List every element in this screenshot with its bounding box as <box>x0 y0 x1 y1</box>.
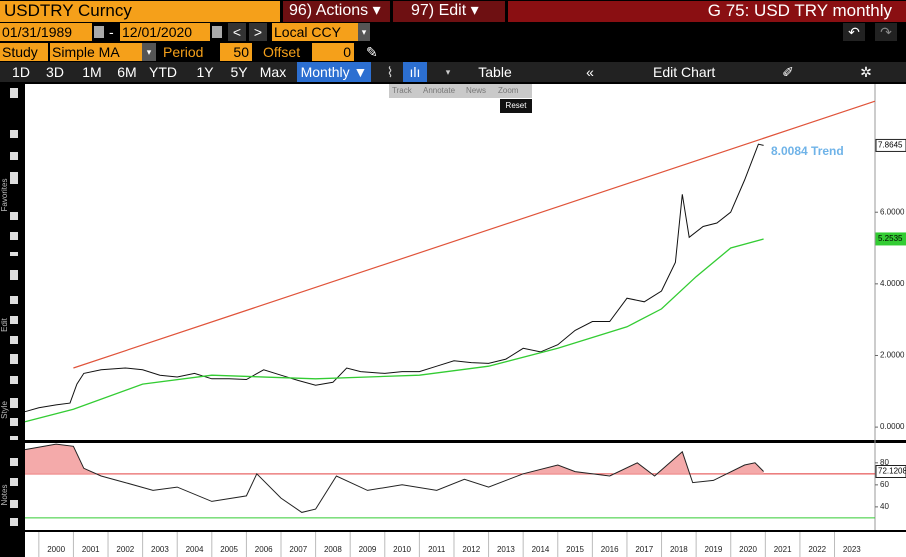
trendline <box>73 100 876 369</box>
y-tick-label: 0.0000 <box>880 422 905 431</box>
x-tick-label: 2020 <box>739 545 757 554</box>
last-label-box <box>875 232 906 246</box>
x-tick-label: 2014 <box>532 545 550 554</box>
dropdown[interactable]: ▾ <box>142 43 156 61</box>
x-tick-label: 2016 <box>601 545 619 554</box>
x-tick-label: 2015 <box>566 545 584 554</box>
menu-item[interactable]: Track <box>392 86 412 95</box>
end-date[interactable]: 12/01/2020 <box>120 23 210 41</box>
x-tick-label: 2018 <box>670 545 688 554</box>
menu-item[interactable]: Zoom <box>498 86 519 95</box>
settings-icon[interactable]: ✲ <box>860 64 872 80</box>
x-tick-label: 2010 <box>393 545 411 554</box>
y-tick-label: 6.0000 <box>880 207 905 216</box>
side-label: Style <box>0 401 9 419</box>
side-label: Edit <box>0 317 9 332</box>
x-tick-label: 2001 <box>82 545 100 554</box>
range-button[interactable]: 5Y <box>230 64 248 80</box>
offset-input[interactable]: 0 <box>312 43 354 61</box>
x-tick-label: 2000 <box>47 545 65 554</box>
x-tick-label: 2006 <box>255 545 273 554</box>
date-separator: - <box>109 24 114 40</box>
series-line <box>24 238 764 423</box>
prev-button[interactable]: < <box>228 23 246 41</box>
start-date[interactable]: 01/31/1989 <box>0 23 92 41</box>
menu-item[interactable]: Annotate <box>423 86 456 95</box>
calendar-icon[interactable] <box>212 26 222 38</box>
reset-button[interactable]: Reset <box>500 99 532 113</box>
side-label: Favorites <box>0 179 9 212</box>
x-tick-label: 2023 <box>843 545 861 554</box>
range-button[interactable]: YTD <box>149 64 177 80</box>
side-label: Notes <box>0 485 9 506</box>
y-tick-label: 2.0000 <box>880 351 905 360</box>
main-panel <box>25 84 906 440</box>
actions-menu[interactable]: 96) Actions ▾ <box>283 1 390 22</box>
x-tick-label: 2021 <box>774 545 792 554</box>
dropdown[interactable]: ▾ <box>358 23 370 41</box>
overlay-menu <box>389 84 532 98</box>
side-tools <box>10 88 18 526</box>
x-tick-label: 2002 <box>116 545 134 554</box>
last-value-label: 7.8645 <box>878 141 903 150</box>
period-input[interactable]: 50 <box>220 43 252 61</box>
x-tick-label: 2007 <box>289 545 307 554</box>
undo[interactable]: ↶ <box>843 23 865 41</box>
line-icon[interactable]: ⌇ <box>386 64 394 80</box>
x-tick-label: 2017 <box>635 545 653 554</box>
offset-label: Offset <box>263 44 301 60</box>
range-button[interactable]: 1M <box>82 64 102 80</box>
edit-icon[interactable]: ✐ <box>782 64 794 80</box>
screen-title: G 75: USD TRY monthly <box>508 1 906 22</box>
range-button[interactable]: 1Y <box>196 64 214 80</box>
range-button[interactable]: 1D <box>12 64 30 80</box>
rsi-last-label: 72.1208 <box>878 467 906 476</box>
x-tick-label: 2008 <box>324 545 342 554</box>
bar-icon[interactable]: ılı <box>403 62 427 82</box>
y-tick-label: 4.0000 <box>880 279 905 288</box>
study-label: Study <box>0 43 48 61</box>
x-tick-label: 2012 <box>462 545 480 554</box>
x-axis-panel <box>25 532 906 557</box>
pen-icon[interactable]: ✎ <box>366 44 378 60</box>
series-line <box>24 143 764 413</box>
edit-chart-button[interactable]: Edit Chart <box>653 64 716 80</box>
x-tick-label: 2019 <box>705 545 723 554</box>
x-tick-label: 2005 <box>220 545 238 554</box>
menu-item[interactable]: News <box>466 86 487 95</box>
last-label-box <box>875 464 906 478</box>
x-tick-label: 2004 <box>186 545 204 554</box>
range-button[interactable]: 3D <box>46 64 64 80</box>
range-button[interactable]: Max <box>259 64 287 80</box>
rsi-tick-label: 40 <box>880 502 889 511</box>
period-label: Period <box>163 44 204 60</box>
collapse-button[interactable]: « <box>586 64 594 80</box>
x-tick-label: 2013 <box>497 545 515 554</box>
frequency-select[interactable]: Monthly ▼ <box>297 62 371 82</box>
dropdown[interactable]: ▾ <box>445 67 451 77</box>
x-tick-label: 2009 <box>359 545 377 554</box>
last-label-box <box>875 138 906 152</box>
trend-label: 8.0084 Trend <box>771 144 844 158</box>
redo[interactable]: ↷ <box>875 23 897 41</box>
rsi-tick-label: 60 <box>880 480 889 489</box>
x-tick-label: 2011 <box>428 545 446 554</box>
table-button[interactable]: Table <box>478 64 512 80</box>
rsi-panel <box>25 443 906 530</box>
ticker[interactable]: USDTRY Curncy <box>0 1 280 22</box>
x-tick-label: 2022 <box>808 545 826 554</box>
edit-menu[interactable]: 97) Edit ▾ <box>393 1 505 22</box>
range-bar <box>0 62 906 82</box>
rsi-tick-label: 80 <box>880 458 889 467</box>
calendar-icon[interactable] <box>94 26 104 38</box>
last-value-label: 5.2535 <box>878 234 903 243</box>
next-button[interactable]: > <box>249 23 267 41</box>
x-tick-label: 2003 <box>151 545 169 554</box>
range-button[interactable]: 6M <box>117 64 137 80</box>
study-select[interactable]: Simple MA <box>50 43 142 61</box>
currency[interactable]: Local CCY <box>272 23 358 41</box>
rsi-line <box>24 443 764 513</box>
